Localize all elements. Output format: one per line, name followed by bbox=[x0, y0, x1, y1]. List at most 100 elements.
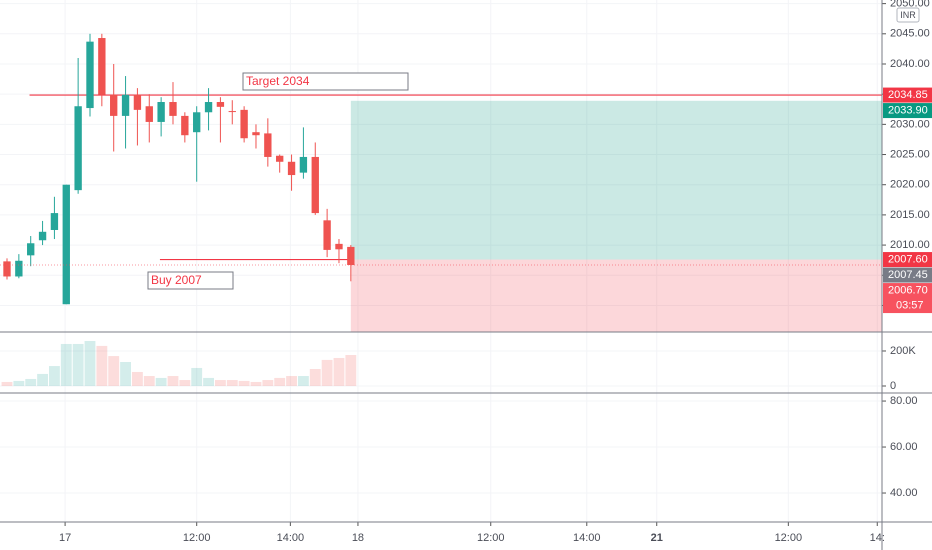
candle-body bbox=[276, 155, 284, 162]
annotation-label: Buy 2007 bbox=[151, 273, 202, 287]
volume-bar bbox=[321, 359, 333, 386]
volume-bar bbox=[238, 380, 250, 386]
indicator-tick-label: 60.00 bbox=[890, 441, 918, 453]
currency-box bbox=[896, 7, 920, 23]
volume-bar bbox=[191, 367, 203, 386]
y-tick-label: 2025.00 bbox=[890, 148, 930, 160]
volume-bar bbox=[345, 355, 357, 386]
volume-bar bbox=[131, 371, 143, 386]
annotation-box bbox=[147, 271, 234, 290]
volume-bar bbox=[72, 343, 84, 386]
y-tick-label: 2030.00 bbox=[890, 118, 930, 130]
volume-bar bbox=[25, 378, 37, 386]
candle-body bbox=[133, 94, 142, 110]
volume-bar bbox=[167, 376, 179, 386]
y-tick-label: 2010.00 bbox=[890, 239, 930, 251]
volume-bar bbox=[262, 380, 274, 386]
volume-bar bbox=[286, 376, 297, 386]
volume-bar bbox=[250, 381, 262, 386]
candle-body bbox=[38, 231, 47, 241]
candle-body bbox=[347, 246, 355, 265]
price-tag-label: 2033.90 bbox=[888, 104, 928, 116]
indicator-tick-label: 80.00 bbox=[890, 395, 918, 407]
price-tag-label: 2007.60 bbox=[888, 253, 928, 265]
candle-body bbox=[216, 102, 225, 107]
candle-body bbox=[335, 243, 343, 250]
candle-body bbox=[252, 132, 260, 136]
candle-body bbox=[240, 109, 248, 139]
x-tick-label: 17 bbox=[59, 532, 71, 544]
volume-bar bbox=[274, 377, 286, 386]
price-tag-label: 2006.70 bbox=[888, 284, 928, 296]
stop-zone bbox=[350, 259, 883, 332]
volume-bar bbox=[96, 345, 108, 386]
volume-bar bbox=[60, 343, 72, 386]
candle-body bbox=[228, 111, 236, 113]
volume-bar bbox=[155, 377, 167, 386]
price-tag bbox=[883, 103, 932, 119]
countdown: 03:57 bbox=[896, 299, 924, 311]
volume-bar bbox=[143, 376, 155, 386]
x-tick-label: 18 bbox=[352, 532, 364, 544]
y-tick-label: 2050.00 bbox=[890, 0, 930, 10]
candle-body bbox=[98, 38, 106, 95]
y-tick-label: 2020.00 bbox=[890, 179, 930, 191]
volume-bar bbox=[120, 362, 131, 386]
candle-body bbox=[27, 243, 35, 256]
candle-body bbox=[86, 41, 94, 109]
price-tag-label: 2007.45 bbox=[888, 269, 928, 281]
candle-body bbox=[299, 156, 308, 173]
candle-body bbox=[15, 260, 23, 277]
candle-body bbox=[62, 184, 70, 305]
candle-body bbox=[74, 106, 82, 191]
candle-body bbox=[121, 94, 130, 116]
volume-bar bbox=[1, 381, 13, 386]
candle-body bbox=[145, 106, 153, 122]
candle-body bbox=[323, 220, 331, 250]
x-tick-label: 14:00 bbox=[573, 532, 601, 544]
candle-body bbox=[157, 102, 165, 122]
volume-bar bbox=[84, 341, 96, 386]
x-tick-label: 12:00 bbox=[183, 532, 211, 544]
volume-bar bbox=[214, 380, 226, 386]
volume-bar bbox=[179, 380, 191, 386]
volume-bar bbox=[203, 377, 214, 386]
annotation-box bbox=[242, 72, 409, 91]
candle-body bbox=[204, 102, 213, 113]
volume-bar bbox=[333, 357, 345, 386]
candle-body bbox=[3, 261, 11, 277]
price-tag bbox=[883, 252, 932, 268]
volume-bar bbox=[48, 366, 60, 386]
price-tag bbox=[883, 87, 932, 103]
volume-bar bbox=[13, 380, 25, 386]
volume-bar bbox=[297, 376, 309, 386]
price-tag bbox=[883, 283, 932, 314]
volume-bar bbox=[108, 356, 120, 386]
y-tick-label: 2045.00 bbox=[890, 28, 930, 40]
volume-tick-label: 0 bbox=[890, 380, 896, 392]
x-tick-label: 21 bbox=[651, 532, 663, 544]
price-tag bbox=[883, 267, 932, 283]
candle-body bbox=[193, 112, 201, 133]
candle-body bbox=[264, 133, 272, 157]
candle-body bbox=[169, 102, 177, 116]
x-tick-label: 12:00 bbox=[775, 532, 803, 544]
x-tick-label: 14:00 bbox=[277, 532, 305, 544]
price-tag-label: 2034.85 bbox=[888, 89, 928, 101]
volume-tick-label: 200K bbox=[890, 345, 916, 357]
currency: INR bbox=[900, 10, 916, 20]
y-tick-label: 2015.00 bbox=[890, 209, 930, 221]
x-tick-label: 12:00 bbox=[477, 532, 505, 544]
indicator-tick-label: 40.00 bbox=[890, 487, 918, 499]
candle-body bbox=[50, 213, 59, 230]
volume-bar bbox=[309, 369, 321, 386]
x-tick-label: 14: bbox=[870, 532, 885, 544]
annotation-label: Target 2034 bbox=[246, 74, 310, 88]
candle-body bbox=[287, 161, 296, 176]
y-tick-label: 2040.00 bbox=[890, 58, 930, 70]
candle-body bbox=[181, 115, 189, 136]
volume-bar bbox=[226, 380, 238, 386]
volume-bar bbox=[37, 373, 48, 386]
candle-body bbox=[311, 156, 319, 214]
candle-body bbox=[110, 94, 118, 116]
